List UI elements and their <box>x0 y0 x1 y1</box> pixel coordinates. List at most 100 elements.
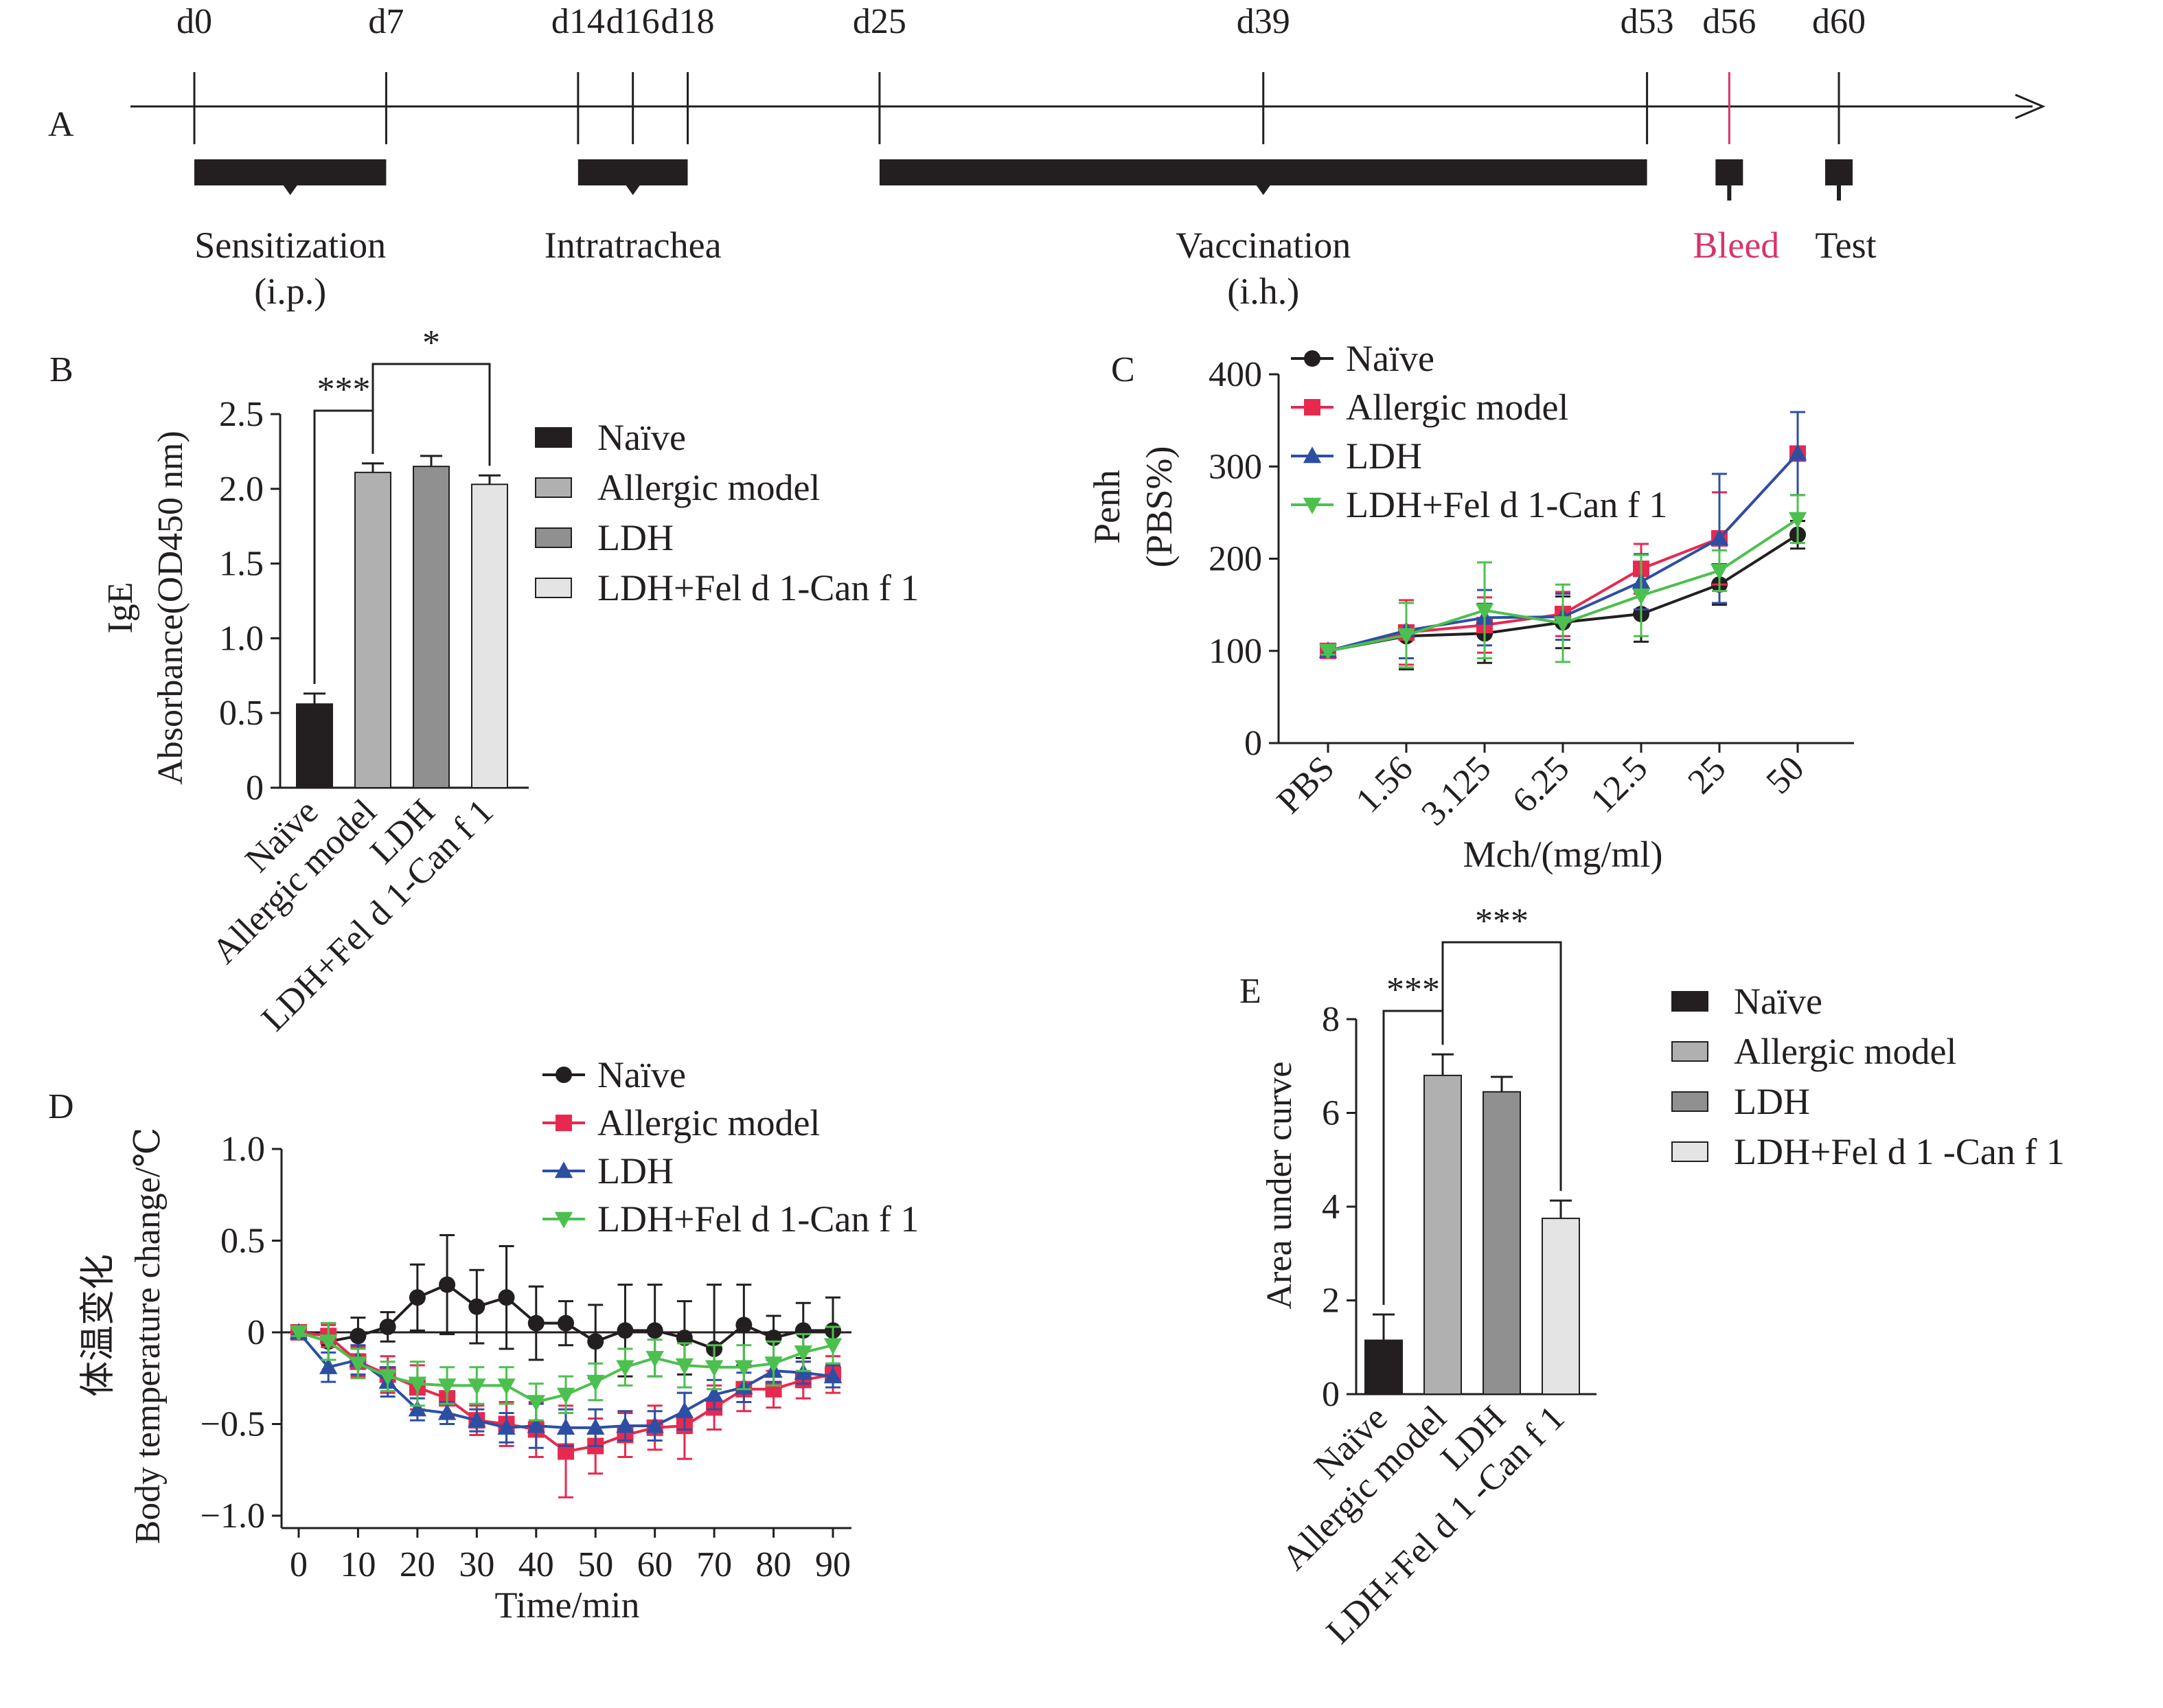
chart-d-point <box>437 1378 457 1396</box>
chart-c-ylabel-line1: Penh <box>1086 470 1128 544</box>
chart-e-y-tick-label: 8 <box>1322 1000 1340 1039</box>
chart-e-bar-allergic-model <box>1423 1074 1462 1396</box>
chart-d-x-tick-label: 50 <box>577 1545 613 1584</box>
chart-b-legend-label-allergic-model: Allergic model <box>597 467 820 508</box>
event-test-bar <box>1825 159 1853 185</box>
chart-b-y-tick-label: 0 <box>246 768 264 808</box>
chart-d-point <box>705 1360 724 1377</box>
day-label-d56: d56 <box>1702 2 1756 41</box>
chart-d-x-tick-label: 80 <box>756 1545 792 1584</box>
chart-d-point <box>645 1416 664 1433</box>
chart-d-point <box>289 1325 308 1342</box>
chart-c-legend-marker-na-ve <box>1304 350 1320 367</box>
chart-d-y-tick-label: −1.0 <box>201 1496 265 1536</box>
chart-d-legend-label-na-ve: Naïve <box>597 1054 686 1095</box>
chart-c-legend-marker-ldh-fel-d-1-can-f-1 <box>1303 497 1322 514</box>
chart-d-x-tick-label: 20 <box>400 1545 435 1584</box>
chart-c-point <box>1397 628 1416 645</box>
chart-e-y-tick-label: 4 <box>1322 1187 1340 1227</box>
chart-d-point <box>616 1360 634 1377</box>
day-label-d60: d60 <box>1812 2 1866 41</box>
chart-b-y-tick-label: 2.0 <box>219 470 264 509</box>
chart-d-point <box>616 1416 634 1433</box>
chart-d-legend-marker-allergic-model <box>556 1115 572 1131</box>
panel-a-label: A <box>48 105 74 144</box>
chart-d-point <box>586 1374 605 1391</box>
chart-b: 0 0.5 1.0 1.5 2.0 2.5 Naïve Allergic model LDH LD… <box>205 323 919 1038</box>
chart-d-point <box>645 1351 664 1368</box>
chart-e-significance-label: *** <box>1386 970 1440 1010</box>
chart-d-point <box>527 1416 545 1433</box>
event-sensitization-pointer <box>283 185 297 195</box>
chart-b-legend-swatch-ldh-fel-d-1-can-f-1 <box>535 578 572 598</box>
chart-b-y-tick-label: 1.0 <box>219 619 264 658</box>
chart-d-point <box>468 1298 485 1315</box>
chart-d-point <box>556 1418 575 1435</box>
chart-d-point <box>735 1360 753 1377</box>
chart-c-point <box>1788 444 1807 461</box>
day-label-d53: d53 <box>1621 2 1674 41</box>
chart-c-y-tick-label: 300 <box>1209 447 1262 486</box>
chart-d-point <box>498 1289 515 1306</box>
chart-e-bar-ldh <box>1483 1091 1521 1395</box>
chart-b-y-tick-label: 0.5 <box>219 694 264 733</box>
chart-c-point <box>1788 512 1807 529</box>
chart-b-bar-ldh <box>413 466 450 788</box>
chart-c-y-tick-label: 100 <box>1209 632 1262 671</box>
chart-e-y-tick-label: 6 <box>1322 1094 1340 1133</box>
chart-c-ylabel-line2: (PBS%) <box>1138 446 1180 567</box>
chart-b-legend-swatch-ldh <box>535 527 572 548</box>
chart-b-y-tick-label: 1.5 <box>219 545 264 584</box>
event-vaccination-sublabel: (i.h.) <box>1227 271 1299 312</box>
chart-d-x-tick-label: 30 <box>459 1545 494 1584</box>
chart-d-point <box>408 1400 427 1417</box>
event-sensitization-bar <box>194 159 387 185</box>
chart-e-y-tick-label: 0 <box>1322 1375 1340 1414</box>
chart-d-point <box>378 1369 397 1386</box>
chart-d-point <box>408 1376 427 1393</box>
chart-d-point <box>823 1367 843 1384</box>
event-test-label: Test <box>1815 225 1876 266</box>
chart-d-point <box>350 1328 367 1345</box>
chart-d-point <box>675 1402 694 1419</box>
chart-b-legend-swatch-na-ve <box>535 427 572 448</box>
chart-d-point <box>439 1276 456 1293</box>
chart-d-point <box>319 1334 338 1352</box>
chart-d-point <box>794 1345 812 1363</box>
event-sensitization-sublabel: (i.p.) <box>254 271 326 312</box>
panel-d-label: D <box>48 1087 74 1126</box>
chart-b-legend-label-ldh-fel-d-1-can-f-1: LDH+Fel d 1-Can f 1 <box>597 567 919 608</box>
panel-e: E Area under curve 0 2 4 6 8 Naïve Allergic mo… <box>1239 902 2065 1652</box>
chart-c-series-ldh-fel-d-1-can-f-1 <box>1318 494 1807 669</box>
chart-d-x-tick-label: 40 <box>518 1545 554 1584</box>
chart-d-point <box>735 1317 753 1334</box>
chart-b-ylabel-line2: Absorbance(OD450 nm) <box>151 431 190 785</box>
chart-c-legend-label-na-ve: Naïve <box>1346 338 1434 379</box>
chart-c-x-tick-label: 25 <box>1680 749 1733 801</box>
day-label-d39: d39 <box>1237 2 1290 41</box>
chart-b-legend-label-na-ve: Naïve <box>597 417 686 458</box>
chart-d-legend-label-ldh: LDH <box>597 1150 674 1192</box>
event-vaccination-bar <box>879 159 1647 185</box>
chart-c-legend-label-ldh-fel-d-1-can-f-1: LDH+Fel d 1-Can f 1 <box>1346 484 1667 525</box>
chart-d-x-tick-label: 0 <box>290 1545 308 1584</box>
chart-d-point <box>379 1318 396 1335</box>
chart-c-x-tick-label: 1.56 <box>1349 749 1421 821</box>
chart-b-legend-label-ldh: LDH <box>597 517 674 558</box>
chart-d-y-tick-label: −0.5 <box>201 1405 265 1444</box>
chart-d-point <box>527 1314 545 1332</box>
chart-c-x-tick-label: PBS <box>1270 749 1342 821</box>
chart-d-x-tick-label: 70 <box>696 1545 732 1584</box>
chart-e-legend-swatch-ldh <box>1671 1091 1708 1112</box>
chart-e-legend-label-ldh-fel-d-1-can-f-1: LDH+Fel d 1 -Can f 1 <box>1734 1131 2065 1172</box>
chart-c-legend-label-allergic-model: Allergic model <box>1346 387 1568 428</box>
chart-d-ylabel: Body temperature change/℃ <box>128 1128 168 1545</box>
chart-b-significance-bracket <box>371 363 491 466</box>
event-intratrachea-pointer <box>626 185 640 195</box>
chart-c-point <box>1710 563 1729 580</box>
chart-e-significance-label: *** <box>1475 902 1529 941</box>
chart-b-y-tick-label: 2.5 <box>219 395 264 434</box>
day-label-d25: d25 <box>853 2 906 41</box>
chart-d-legend-marker-ldh-fel-d-1-can-f-1 <box>554 1211 573 1229</box>
